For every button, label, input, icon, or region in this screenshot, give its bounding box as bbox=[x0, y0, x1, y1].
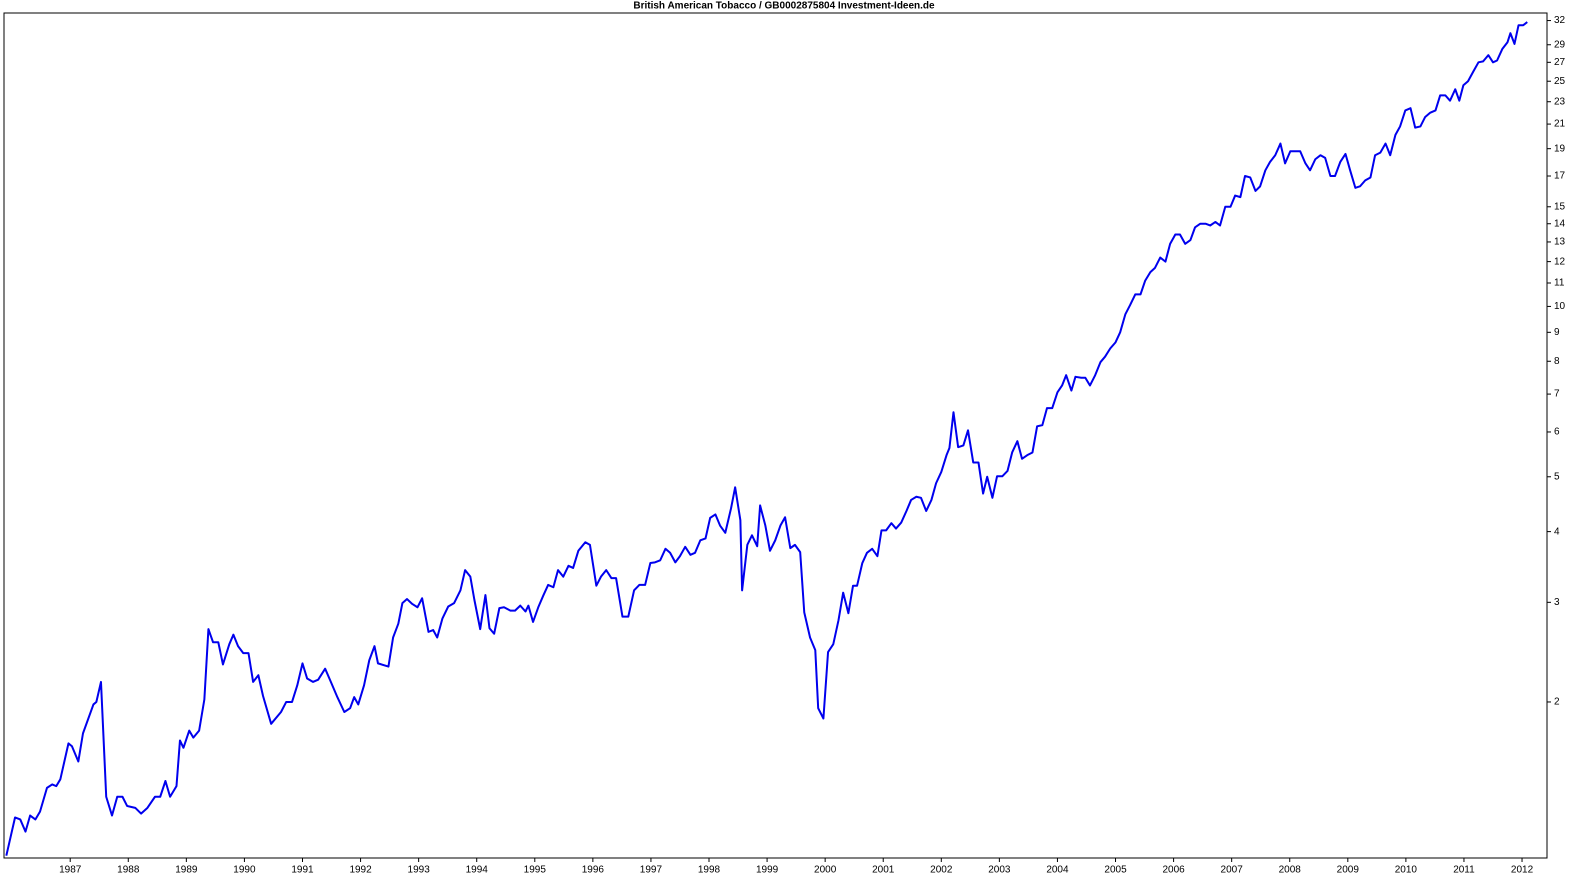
y-tick-label: 7 bbox=[1554, 389, 1560, 400]
x-tick-label: 1990 bbox=[233, 865, 256, 876]
x-tick-label: 1997 bbox=[640, 865, 663, 876]
y-tick-label: 11 bbox=[1554, 278, 1565, 289]
y-tick-label: 13 bbox=[1554, 237, 1566, 248]
x-tick-label: 2008 bbox=[1279, 865, 1302, 876]
x-tick-label: 2000 bbox=[814, 865, 837, 876]
y-tick-label: 19 bbox=[1554, 143, 1566, 154]
x-tick-label: 2002 bbox=[930, 865, 953, 876]
y-tick-label: 2 bbox=[1554, 697, 1560, 708]
y-tick-label: 27 bbox=[1554, 57, 1566, 68]
chart-title: British American Tobacco / GB0002875804 … bbox=[633, 1, 935, 12]
y-tick-label: 6 bbox=[1554, 427, 1560, 438]
x-tick-label: 2007 bbox=[1221, 865, 1244, 876]
x-tick-label: 1999 bbox=[756, 865, 779, 876]
y-tick-label: 9 bbox=[1554, 327, 1560, 338]
x-tick-label: 2003 bbox=[988, 865, 1011, 876]
x-tick-label: 1989 bbox=[175, 865, 198, 876]
y-tick-label: 10 bbox=[1554, 301, 1566, 312]
y-tick-label: 15 bbox=[1554, 201, 1566, 212]
x-tick-label: 1987 bbox=[59, 865, 82, 876]
x-tick-label: 1996 bbox=[582, 865, 605, 876]
x-tick-label: 1991 bbox=[291, 865, 314, 876]
x-tick-label: 1995 bbox=[524, 865, 547, 876]
y-tick-label: 23 bbox=[1554, 96, 1566, 107]
y-tick-label: 17 bbox=[1554, 171, 1566, 182]
y-tick-label: 12 bbox=[1554, 256, 1566, 267]
x-tick-label: 1994 bbox=[466, 865, 489, 876]
y-tick-label: 8 bbox=[1554, 356, 1560, 367]
x-tick-label: 1988 bbox=[117, 865, 140, 876]
x-tick-label: 2006 bbox=[1162, 865, 1185, 876]
y-tick-label: 5 bbox=[1554, 471, 1560, 482]
plot-frame bbox=[3, 12, 1548, 859]
x-tick-label: 2005 bbox=[1104, 865, 1127, 876]
x-tick-label: 1992 bbox=[349, 865, 372, 876]
y-tick-label: 3 bbox=[1554, 597, 1560, 608]
x-tick-label: 2004 bbox=[1046, 865, 1069, 876]
x-tick-label: 1998 bbox=[698, 865, 721, 876]
y-tick-label: 25 bbox=[1554, 76, 1566, 87]
x-tick-label: 2010 bbox=[1395, 865, 1418, 876]
x-tick-label: 2012 bbox=[1511, 865, 1534, 876]
x-tick-label: 2011 bbox=[1453, 865, 1475, 876]
price-line bbox=[5, 21, 1528, 856]
x-tick-label: 2001 bbox=[872, 865, 895, 876]
x-tick-label: 2009 bbox=[1337, 865, 1360, 876]
y-tick-label: 14 bbox=[1554, 218, 1566, 229]
y-tick-label: 4 bbox=[1554, 526, 1560, 537]
y-tick-label: 21 bbox=[1554, 119, 1566, 130]
x-tick-label: 1993 bbox=[408, 865, 431, 876]
y-tick-label: 32 bbox=[1554, 15, 1566, 26]
y-tick-label: 29 bbox=[1554, 39, 1566, 50]
